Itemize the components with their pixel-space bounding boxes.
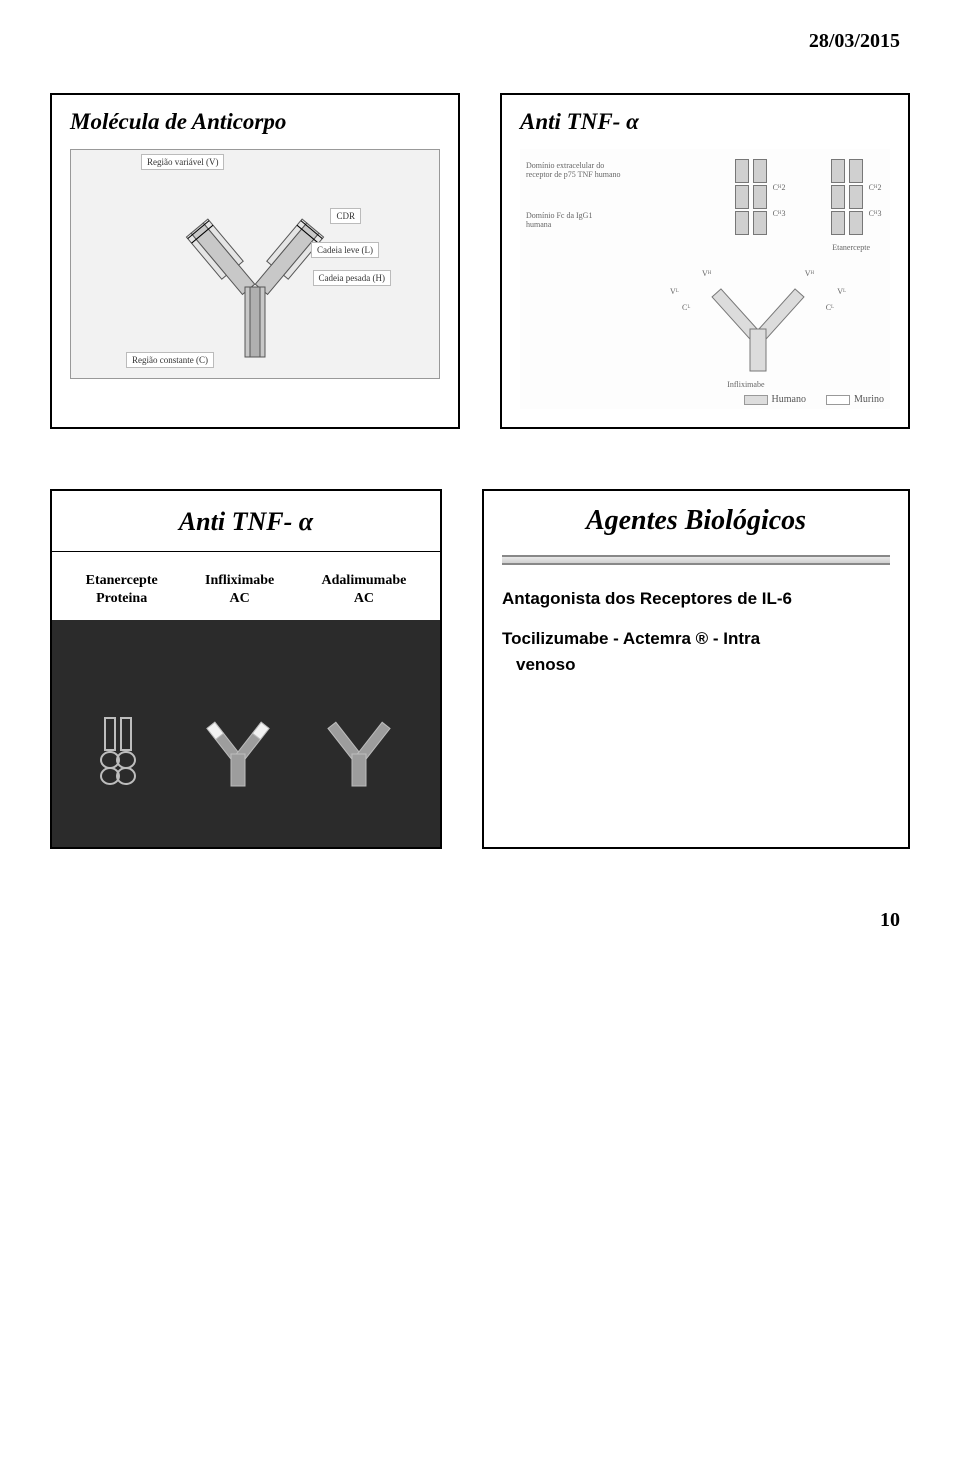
swatch-murine bbox=[826, 395, 850, 405]
label-fc: Domínio Fc da IgG1 humana bbox=[526, 211, 616, 229]
drug-name-1: Infliximabe bbox=[205, 573, 274, 588]
dark-antibody-row bbox=[52, 620, 440, 820]
heading-infliximab: Infliximabe AC bbox=[205, 572, 274, 608]
drug-headings-row: Etanercepte Proteina Infliximabe AC Adal… bbox=[52, 552, 440, 620]
drug-line-tocilizumab: Tocilizumabe - Actemra ® - Intra bbox=[502, 629, 890, 649]
slide-anti-tnf-drugs: Anti TNF- α Etanercepte Proteina Inflixi… bbox=[50, 489, 442, 849]
page-date: 28/03/2015 bbox=[50, 30, 910, 53]
slide-biological-agents-title: Agentes Biológicos bbox=[502, 505, 890, 537]
mini-etanercept-icon bbox=[83, 712, 153, 792]
biological-subtitle: Antagonista dos Receptores de IL-6 bbox=[502, 589, 890, 609]
drug-type-2: AC bbox=[354, 591, 374, 606]
label-constant-region: Região constante (C) bbox=[126, 352, 214, 368]
label-ch3-a: Cᴴ3 bbox=[773, 209, 786, 218]
legend-human: Humano bbox=[772, 394, 806, 405]
structure-legend: Humano Murino bbox=[744, 394, 884, 405]
heading-adalimumab: Adalimumabe AC bbox=[322, 572, 407, 608]
drug-name-2: Adalimumabe bbox=[322, 573, 407, 588]
slide-anti-tnf-drugs-title: Anti TNF- α bbox=[52, 491, 440, 552]
drug-type-1: AC bbox=[230, 591, 250, 606]
label-light-chain: Cadeia leve (L) bbox=[311, 242, 379, 258]
drug-name-0: Etanercepte bbox=[86, 573, 158, 588]
molecule-diagram: Região variável (V) CDR Cadeia leve (L) … bbox=[70, 149, 440, 379]
label-ch2-a: Cᴴ2 bbox=[773, 183, 786, 192]
label-ch3-b: Cᴴ3 bbox=[869, 209, 882, 218]
label-cl-l: Cᴸ bbox=[682, 303, 690, 312]
biological-list-body: Antagonista dos Receptores de IL-6 Tocil… bbox=[502, 589, 890, 675]
slide-molecule: Molécula de Anticorpo bbox=[50, 93, 460, 429]
label-cdr: CDR bbox=[330, 208, 361, 224]
slide-tnf-title: Anti TNF- α bbox=[520, 109, 890, 135]
label-infliximab-name: Infliximabe bbox=[727, 380, 764, 389]
label-vh-l: Vᴴ bbox=[702, 269, 711, 278]
page-number: 10 bbox=[50, 909, 910, 932]
label-ch2-b: Cᴴ2 bbox=[869, 183, 882, 192]
etanercept-receptor-bars: Cᴴ2 Cᴴ3 Cᴴ2 Cᴴ3 bbox=[735, 159, 895, 239]
swatch-human bbox=[744, 395, 768, 405]
slide-molecule-title: Molécula de Anticorpo bbox=[70, 109, 440, 135]
slide-biological-agents: Agentes Biológicos Antagonista dos Recep… bbox=[482, 489, 910, 849]
label-vh-r: Vᴴ bbox=[805, 269, 814, 278]
legend-murine: Murino bbox=[854, 394, 884, 405]
mini-infliximab-icon bbox=[203, 712, 273, 792]
slide-tnf-structures: Anti TNF- α Domínio extracelular do rece… bbox=[500, 93, 910, 429]
label-variable-region: Região variável (V) bbox=[141, 154, 224, 170]
heading-etanercept: Etanercepte Proteina bbox=[86, 572, 158, 608]
drug-line-tocilizumab-sub: venoso bbox=[502, 655, 890, 675]
antibody-y-icon bbox=[165, 197, 345, 377]
slide-row-2: Anti TNF- α Etanercepte Proteina Inflixi… bbox=[50, 489, 910, 849]
slide-row-1: Molécula de Anticorpo bbox=[50, 93, 910, 429]
label-vl-l: Vᴸ bbox=[670, 287, 679, 296]
mini-adalimumab-icon bbox=[324, 712, 394, 792]
drug-type-0: Proteina bbox=[96, 591, 147, 606]
label-cl-r: Cᴸ bbox=[826, 303, 834, 312]
label-etanercept-name: Etanercepte bbox=[832, 243, 870, 252]
label-heavy-chain: Cadeia pesada (H) bbox=[313, 270, 391, 286]
label-extracel: Domínio extracelular do receptor de p75 … bbox=[526, 161, 626, 179]
label-vl-r: Vᴸ bbox=[837, 287, 846, 296]
tnf-structural-panel: Domínio extracelular do receptor de p75 … bbox=[520, 149, 890, 409]
title-underline-band bbox=[502, 555, 890, 565]
infliximab-mini-antibody: Vᴴ Vᴴ Vᴸ Vᴸ Cᴸ Cᴸ bbox=[668, 269, 848, 379]
